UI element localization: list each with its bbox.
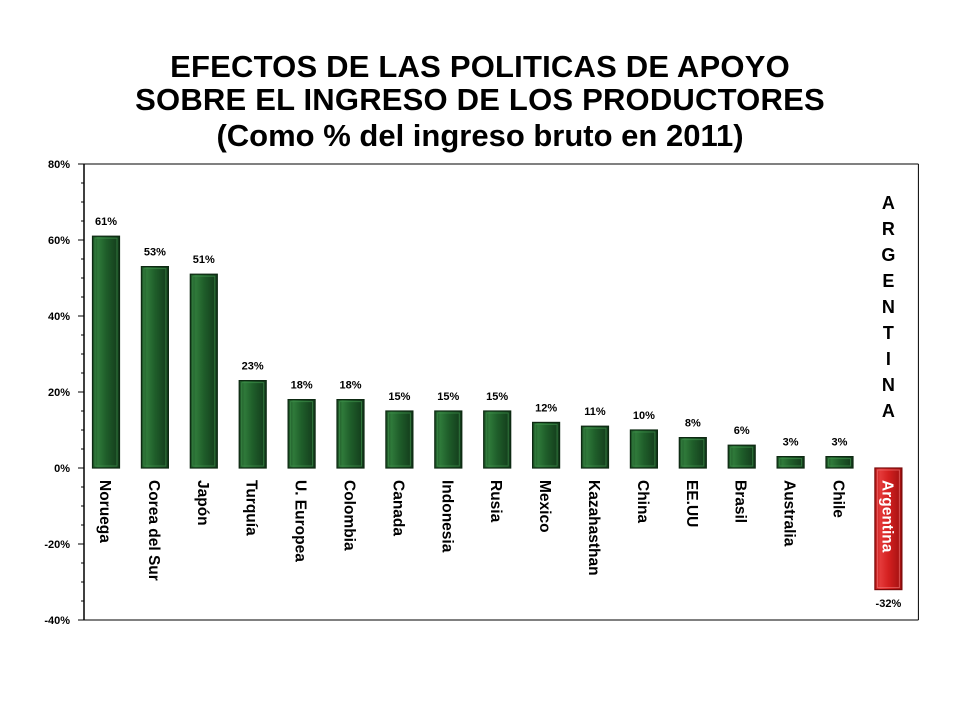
value-label: 51% (193, 254, 215, 266)
bar (238, 380, 267, 469)
annotation-letter: A (882, 193, 895, 213)
category-label: Australia (781, 480, 798, 547)
category-label: U. Europea (292, 480, 309, 562)
annotation-letter: I (886, 349, 891, 369)
category-label: Noruega (96, 480, 113, 543)
category-label: Argentina (878, 480, 895, 553)
y-tick-label: 40% (48, 311, 70, 323)
bar (336, 399, 365, 469)
bar (287, 399, 316, 469)
category-label: Japón (194, 480, 211, 526)
axes: -40% -20% 0% 20% 40% 60% 80% (44, 159, 919, 627)
category-label: Turquía (243, 480, 260, 536)
bar-bevel (241, 382, 265, 467)
annotation-letter: N (882, 375, 895, 395)
value-label: 11% (584, 406, 606, 418)
value-label: 23% (242, 361, 264, 373)
annotation-letter: N (882, 297, 895, 317)
category-label: Corea del Sur (145, 480, 162, 581)
annotation-letter: R (882, 219, 895, 239)
value-label: 12% (535, 402, 557, 414)
category-label: Canada (389, 480, 406, 536)
annotation-letter: G (881, 245, 895, 265)
category-label: Colombia (341, 480, 358, 551)
value-label: 18% (291, 380, 313, 392)
value-label: 18% (339, 380, 361, 392)
bar (140, 266, 169, 469)
bar (629, 429, 659, 469)
bar (91, 235, 121, 469)
value-label: 15% (486, 391, 508, 403)
bar (825, 456, 854, 469)
bar-bevel (534, 423, 558, 467)
value-label: 6% (734, 425, 750, 437)
bar-bevel (339, 401, 362, 467)
bar-bevel (730, 446, 754, 467)
bar-bevel (485, 412, 509, 467)
bar-bevel (387, 412, 411, 467)
y-tick-label: -40% (44, 615, 70, 627)
chart-title: EFECTOS DE LAS POLITICAS DE APOYO SOBRE … (0, 50, 960, 156)
annotation-letter: T (883, 323, 894, 343)
bar (531, 421, 561, 469)
chart-title-line-1: EFECTOS DE LAS POLITICAS DE APOYO (170, 49, 790, 84)
category-label: Chile (830, 480, 847, 518)
labels: 61% Noruega 53% Corea del Sur 51% Japón 23% Tur… (95, 193, 901, 610)
y-tick-label: 0% (54, 463, 70, 475)
bar (678, 437, 707, 469)
y-tick-label: 20% (48, 387, 70, 399)
y-tick-label: -20% (44, 539, 70, 551)
value-label: 53% (144, 247, 166, 259)
category-label: Rusia (487, 480, 504, 523)
value-label: 15% (437, 391, 459, 403)
y-tick-label: 80% (48, 159, 70, 171)
bar-bevel (436, 412, 460, 467)
bar (434, 410, 463, 469)
bar-bevel (632, 431, 656, 467)
bar-bevel (143, 268, 167, 467)
bar (189, 273, 218, 469)
bar (727, 444, 756, 469)
chart-subtitle: (Como % del ingreso bruto en 2011) (216, 118, 744, 153)
bar (874, 467, 903, 591)
bar-bevel (681, 439, 705, 467)
bar (385, 410, 414, 469)
bar-bevel (192, 275, 216, 467)
value-label: 10% (633, 410, 655, 422)
bar-bevel (94, 237, 118, 467)
category-label: Indonesia (438, 480, 455, 553)
category-label: China (634, 480, 651, 523)
bar-bevel (779, 458, 803, 467)
bar (483, 410, 512, 469)
y-tick-label: 60% (48, 235, 70, 247)
chart-title-line-2: SOBRE EL INGRESO DE LOS PRODUCTORES (135, 82, 825, 117)
bar-bevel (828, 458, 851, 467)
bars (91, 235, 903, 591)
value-label: -32% (876, 598, 902, 610)
value-label: 61% (95, 216, 117, 228)
category-label: Mexico (536, 480, 553, 533)
value-label: 3% (783, 437, 799, 449)
category-label: EE.UU (683, 480, 700, 527)
bar-bevel (583, 427, 607, 467)
value-label: 3% (832, 437, 848, 449)
bar (776, 456, 805, 469)
annotation-letter: A (882, 401, 895, 421)
bar-bevel (876, 469, 900, 589)
bar-bevel (290, 401, 314, 467)
bar (580, 425, 610, 469)
annotation-letter: E (882, 271, 894, 291)
category-label: Kazahasthan (585, 480, 602, 576)
value-label: 15% (388, 391, 410, 403)
value-label: 8% (685, 418, 701, 430)
category-label: Brasil (732, 480, 749, 523)
